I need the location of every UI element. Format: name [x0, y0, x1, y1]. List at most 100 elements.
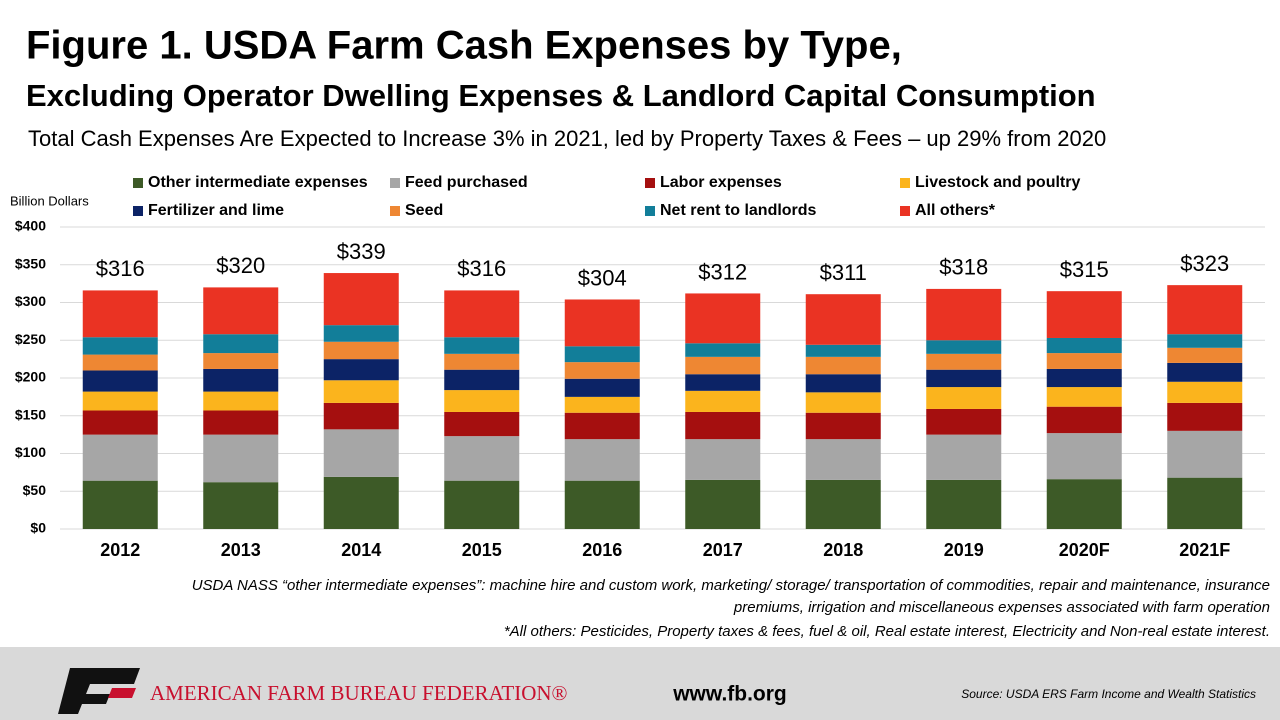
bar-segment: [323, 429, 399, 477]
bar-segment: [82, 337, 158, 355]
legend-swatch: [133, 178, 143, 188]
bar-segment: [564, 439, 640, 481]
x-tick-label: 2012: [100, 540, 140, 560]
bar-segment: [203, 287, 279, 335]
bar-segment: [685, 374, 761, 391]
source: Source: USDA ERS Farm Income and Wealth …: [961, 687, 1256, 701]
bar-segment: [444, 480, 520, 529]
y-tick-label: $300: [15, 293, 46, 309]
bar-segment: [564, 396, 640, 413]
bar-segment: [82, 290, 158, 338]
y-tick-label: $200: [15, 369, 46, 385]
legend-swatch: [390, 178, 400, 188]
bar-segment: [203, 368, 279, 392]
y-tick-label: $250: [15, 331, 46, 347]
bar-segment: [805, 294, 881, 345]
chart-title: Figure 1. USDA Farm Cash Expenses by Typ…: [26, 24, 902, 68]
bar-segment: [444, 353, 520, 370]
legend-swatch: [390, 206, 400, 216]
bar-segment: [685, 343, 761, 357]
bar-segment: [564, 299, 640, 347]
bar-segment: [82, 354, 158, 371]
total-label: $304: [578, 265, 627, 290]
bar-segment: [82, 434, 158, 481]
bar-segment: [805, 479, 881, 529]
bar-segment: [82, 480, 158, 529]
x-tick-label: 2014: [341, 540, 381, 560]
legend-swatch: [133, 206, 143, 216]
bar-segment: [444, 369, 520, 391]
bar-segment: [203, 410, 279, 435]
legend-label: Net rent to landlords: [660, 202, 817, 219]
website: www.fb.org: [672, 683, 787, 706]
bar-segment: [926, 288, 1002, 341]
bar-segment: [323, 273, 399, 326]
footnote: premiums, irrigation and miscellaneous e…: [733, 599, 1270, 616]
legend-swatch: [645, 206, 655, 216]
y-tick-label: $350: [15, 255, 46, 271]
x-tick-label: 2016: [582, 540, 622, 560]
bar-segment: [1046, 368, 1122, 388]
y-axis-label: Billion Dollars: [10, 193, 89, 208]
bar-segment: [444, 337, 520, 354]
organization: AMERICAN FARM BUREAU FEDERATION®: [150, 681, 568, 705]
bar-segment: [323, 402, 399, 430]
bar-segment: [323, 341, 399, 360]
bar-segment: [685, 356, 761, 375]
bar-segment: [805, 374, 881, 393]
bar-segment: [805, 344, 881, 357]
footnote: *All others: Pesticides, Property taxes …: [504, 623, 1270, 640]
x-tick-label: 2015: [462, 540, 502, 560]
total-label: $316: [96, 256, 145, 281]
legend-label: All others*: [915, 202, 996, 219]
bar-segment: [1167, 430, 1243, 478]
bar-segment: [564, 378, 640, 397]
total-label: $320: [216, 253, 265, 278]
bar-segment: [1046, 337, 1122, 354]
y-tick-label: $50: [23, 482, 47, 498]
total-label: $323: [1180, 251, 1229, 276]
legend-label: Feed purchased: [405, 174, 528, 191]
bar-segment: [1167, 402, 1243, 431]
bar-segment: [323, 476, 399, 529]
bar-segment: [926, 387, 1002, 409]
logo: [58, 668, 140, 714]
x-tick-label: 2020F: [1059, 540, 1110, 560]
bar-segment: [1046, 479, 1122, 529]
total-label: $315: [1060, 257, 1109, 282]
bar-segment: [444, 411, 520, 437]
total-label: $316: [457, 256, 506, 281]
bar-segment: [685, 439, 761, 480]
bar-segment: [805, 412, 881, 440]
bar-segment: [444, 290, 520, 338]
bar-segment: [1167, 477, 1243, 529]
bar-segment: [203, 334, 279, 354]
bar-segment: [1046, 353, 1122, 369]
legend-label: Fertilizer and lime: [148, 202, 284, 219]
bar-segment: [926, 408, 1002, 435]
bar-segment: [1167, 381, 1243, 403]
bar-segment: [1046, 291, 1122, 338]
bar-segment: [685, 293, 761, 344]
bar-segment: [323, 359, 399, 381]
bar-segment: [564, 480, 640, 529]
legend-swatch: [900, 178, 910, 188]
footnote: USDA NASS “other intermediate expenses”:…: [192, 577, 1270, 594]
bar-segment: [805, 439, 881, 480]
total-label: $311: [820, 260, 867, 285]
x-tick-label: 2013: [221, 540, 261, 560]
x-tick-label: 2018: [823, 540, 863, 560]
bar-segment: [926, 340, 1002, 354]
bar-segment: [203, 391, 279, 411]
x-tick-label: 2019: [944, 540, 984, 560]
bar-segment: [1167, 285, 1243, 335]
bar-segment: [564, 362, 640, 379]
bar-segment: [82, 410, 158, 435]
bar-segment: [323, 380, 399, 403]
chart-description: Total Cash Expenses Are Expected to Incr…: [28, 126, 1106, 151]
bar-segment: [685, 479, 761, 529]
bar-segment: [444, 436, 520, 481]
bar-segment: [1046, 387, 1122, 407]
x-tick-label: 2021F: [1179, 540, 1230, 560]
